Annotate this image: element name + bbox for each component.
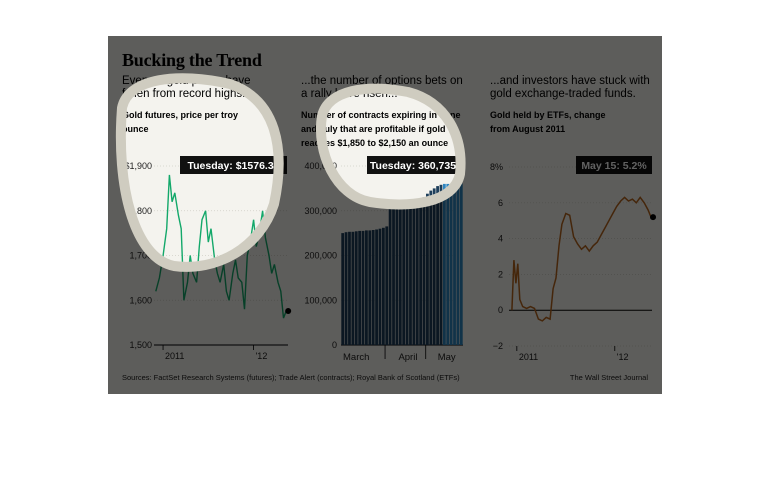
options-bar bbox=[402, 204, 406, 345]
etf-y-tick-label: −2 bbox=[493, 341, 503, 351]
options-bar bbox=[459, 183, 463, 345]
options-y-tick-label: 300,000 bbox=[304, 206, 337, 216]
options-bar bbox=[422, 197, 426, 345]
etf-y-tick-label: 0 bbox=[498, 305, 503, 315]
gold-y-tick-label: 1,700 bbox=[129, 251, 152, 261]
etf-y-tick-label: 8% bbox=[490, 162, 503, 172]
options-bar bbox=[348, 231, 351, 345]
options-bar bbox=[453, 183, 456, 345]
options-y-tick-label: 0 bbox=[332, 340, 337, 350]
options-bar bbox=[354, 231, 358, 345]
charts-canvas: 1,500 1,600 1,700 1,800 $1,900 2011 '12 Tuesday… bbox=[124, 156, 657, 363]
gold-callout-text: Tuesday: $1576.30 bbox=[187, 160, 279, 172]
options-x-tick-label: May bbox=[438, 352, 456, 363]
options-bar bbox=[449, 183, 453, 345]
options-bar bbox=[398, 204, 402, 345]
gold-y-tick-label: 1,600 bbox=[129, 295, 152, 305]
etf-line bbox=[511, 196, 652, 322]
options-bar bbox=[432, 188, 436, 345]
options-bar bbox=[429, 190, 433, 345]
options-bar bbox=[405, 204, 409, 345]
options-bar bbox=[439, 184, 443, 345]
options-bar bbox=[442, 183, 446, 345]
options-bar bbox=[388, 206, 392, 345]
options-bar bbox=[446, 183, 450, 345]
etf-y-tick-label: 6 bbox=[498, 198, 503, 208]
options-bar bbox=[375, 229, 378, 345]
infographic-panel: Bucking the Trend Even as gold prices ha… bbox=[108, 36, 662, 394]
options-x-tick-label: April bbox=[398, 352, 417, 363]
options-bar bbox=[392, 205, 395, 345]
options-bar bbox=[415, 201, 419, 345]
etf-callout-text: May 15: 5.2% bbox=[581, 160, 647, 172]
etf-x-tick-label: 2011 bbox=[519, 352, 538, 362]
options-bar bbox=[456, 183, 460, 345]
publisher-credit: The Wall Street Journal bbox=[569, 373, 648, 382]
options-bar bbox=[344, 232, 348, 345]
options-bar bbox=[371, 230, 375, 345]
options-bar bbox=[419, 199, 423, 345]
gold-x-tick-label: 2011 bbox=[165, 351, 184, 361]
options-x-tick-label: March bbox=[343, 352, 369, 363]
options-bar bbox=[341, 233, 345, 345]
options-bar bbox=[365, 230, 368, 345]
options-bar bbox=[368, 230, 372, 345]
gold-price-line bbox=[155, 174, 287, 319]
options-bar bbox=[385, 226, 389, 345]
etf-y-tick-label: 4 bbox=[498, 234, 503, 244]
etf-x-tick-label: '12 bbox=[617, 352, 629, 362]
options-y-tick-label: 400,000 bbox=[304, 161, 337, 171]
gold-last-point bbox=[285, 307, 292, 314]
gold-x-tick-label: '12 bbox=[256, 351, 268, 361]
options-callout-text: Tuesday: 360,735 bbox=[370, 160, 456, 172]
etf-y-tick-label: 2 bbox=[498, 269, 503, 279]
sources-note: Sources: FactSet Research Systems (futur… bbox=[122, 373, 460, 382]
options-y-tick-label: 100,000 bbox=[304, 295, 337, 305]
options-bar bbox=[361, 230, 365, 345]
options-bar bbox=[436, 186, 439, 345]
options-bar bbox=[409, 203, 412, 345]
options-y-tick-label: 200,000 bbox=[304, 251, 337, 261]
options-bar bbox=[351, 231, 355, 345]
options-bar bbox=[381, 227, 385, 345]
gold-y-tick-label: $1,900 bbox=[124, 161, 152, 171]
options-bar bbox=[378, 228, 382, 345]
options-bar bbox=[358, 230, 362, 345]
gold-y-tick-label: 1,500 bbox=[129, 340, 152, 350]
options-bar bbox=[395, 205, 399, 345]
gold-y-tick-label: 1,800 bbox=[129, 206, 152, 216]
options-bar bbox=[412, 202, 416, 345]
options-bar bbox=[426, 193, 429, 345]
etf-last-point bbox=[650, 214, 657, 221]
